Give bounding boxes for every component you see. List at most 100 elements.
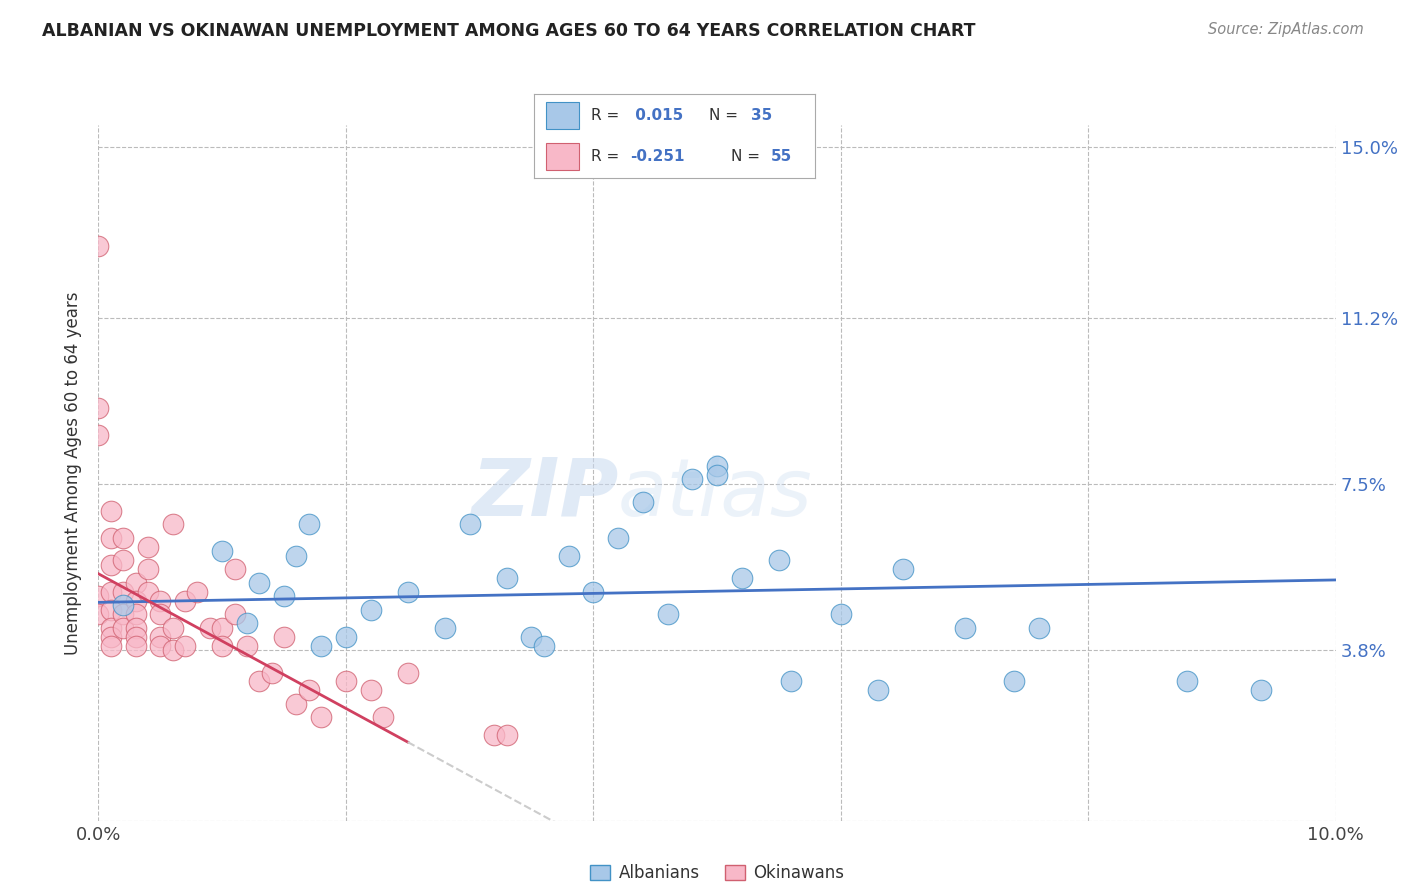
Point [433,621,456,635]
Point [112,584,135,599]
Point [100,504,122,518]
Point [174,639,197,653]
Point [360,602,382,616]
Text: N =: N = [709,108,742,123]
Text: R =: R = [591,108,624,123]
Point [273,630,295,644]
Point [112,598,135,612]
Point [100,602,122,616]
Point [211,621,233,635]
Point [298,683,321,698]
Text: Source: ZipAtlas.com: Source: ZipAtlas.com [1208,22,1364,37]
Point [1002,674,1025,689]
Point [260,665,283,680]
Bar [546,143,579,169]
Point [731,571,754,585]
Point [298,517,321,532]
Point [371,710,394,724]
Point [87,239,110,253]
Point [124,607,146,622]
Point [112,553,135,567]
Point [681,473,703,487]
Point [1250,683,1272,698]
Point [780,674,803,689]
Point [162,621,184,635]
Point [484,728,506,742]
Point [768,553,790,567]
Point [149,639,172,653]
Point [309,639,332,653]
Point [891,562,914,576]
Point [706,458,728,473]
Point [100,531,122,545]
Point [124,575,146,590]
Point [335,674,357,689]
Point [657,607,679,622]
Point [124,621,146,635]
Point [866,683,889,698]
Text: N =: N = [731,149,765,164]
Point [149,593,172,607]
Point [396,584,419,599]
Point [273,589,295,603]
Point [533,639,555,653]
Text: -0.251: -0.251 [630,149,685,164]
Text: atlas: atlas [619,455,813,533]
Point [495,571,517,585]
Point [495,728,517,742]
Point [236,639,259,653]
Point [87,607,110,622]
Text: ALBANIAN VS OKINAWAN UNEMPLOYMENT AMONG AGES 60 TO 64 YEARS CORRELATION CHART: ALBANIAN VS OKINAWAN UNEMPLOYMENT AMONG … [42,22,976,40]
Point [830,607,852,622]
Text: R =: R = [591,149,624,164]
Point [582,584,605,599]
Legend: Albanians, Okinawans: Albanians, Okinawans [583,857,851,888]
Text: ZIP: ZIP [471,455,619,533]
Point [124,630,146,644]
Bar [546,103,579,129]
Point [149,607,172,622]
Point [360,683,382,698]
Point [198,621,221,635]
Point [335,630,357,644]
Point [211,544,233,558]
Point [1028,621,1050,635]
Point [285,549,308,563]
Point [247,575,270,590]
Point [458,517,481,532]
Text: 35: 35 [751,108,772,123]
Point [247,674,270,689]
Point [100,584,122,599]
Point [285,697,308,711]
Point [557,549,579,563]
Point [124,639,146,653]
Point [631,495,654,509]
Point [112,607,135,622]
Point [953,621,976,635]
Point [162,643,184,657]
Point [87,427,110,442]
Point [87,401,110,415]
Point [186,584,208,599]
Point [100,558,122,572]
Point [607,531,630,545]
Point [174,593,197,607]
Point [149,630,172,644]
Text: 55: 55 [770,149,792,164]
Point [136,562,159,576]
Point [124,593,146,607]
Point [100,639,122,653]
Point [100,630,122,644]
Point [224,607,246,622]
Point [309,710,332,724]
Point [396,665,419,680]
Point [112,621,135,635]
Point [112,531,135,545]
Point [706,468,728,483]
Point [162,517,184,532]
Point [87,589,110,603]
Point [224,562,246,576]
Point [136,540,159,554]
Point [1175,674,1198,689]
Point [211,639,233,653]
